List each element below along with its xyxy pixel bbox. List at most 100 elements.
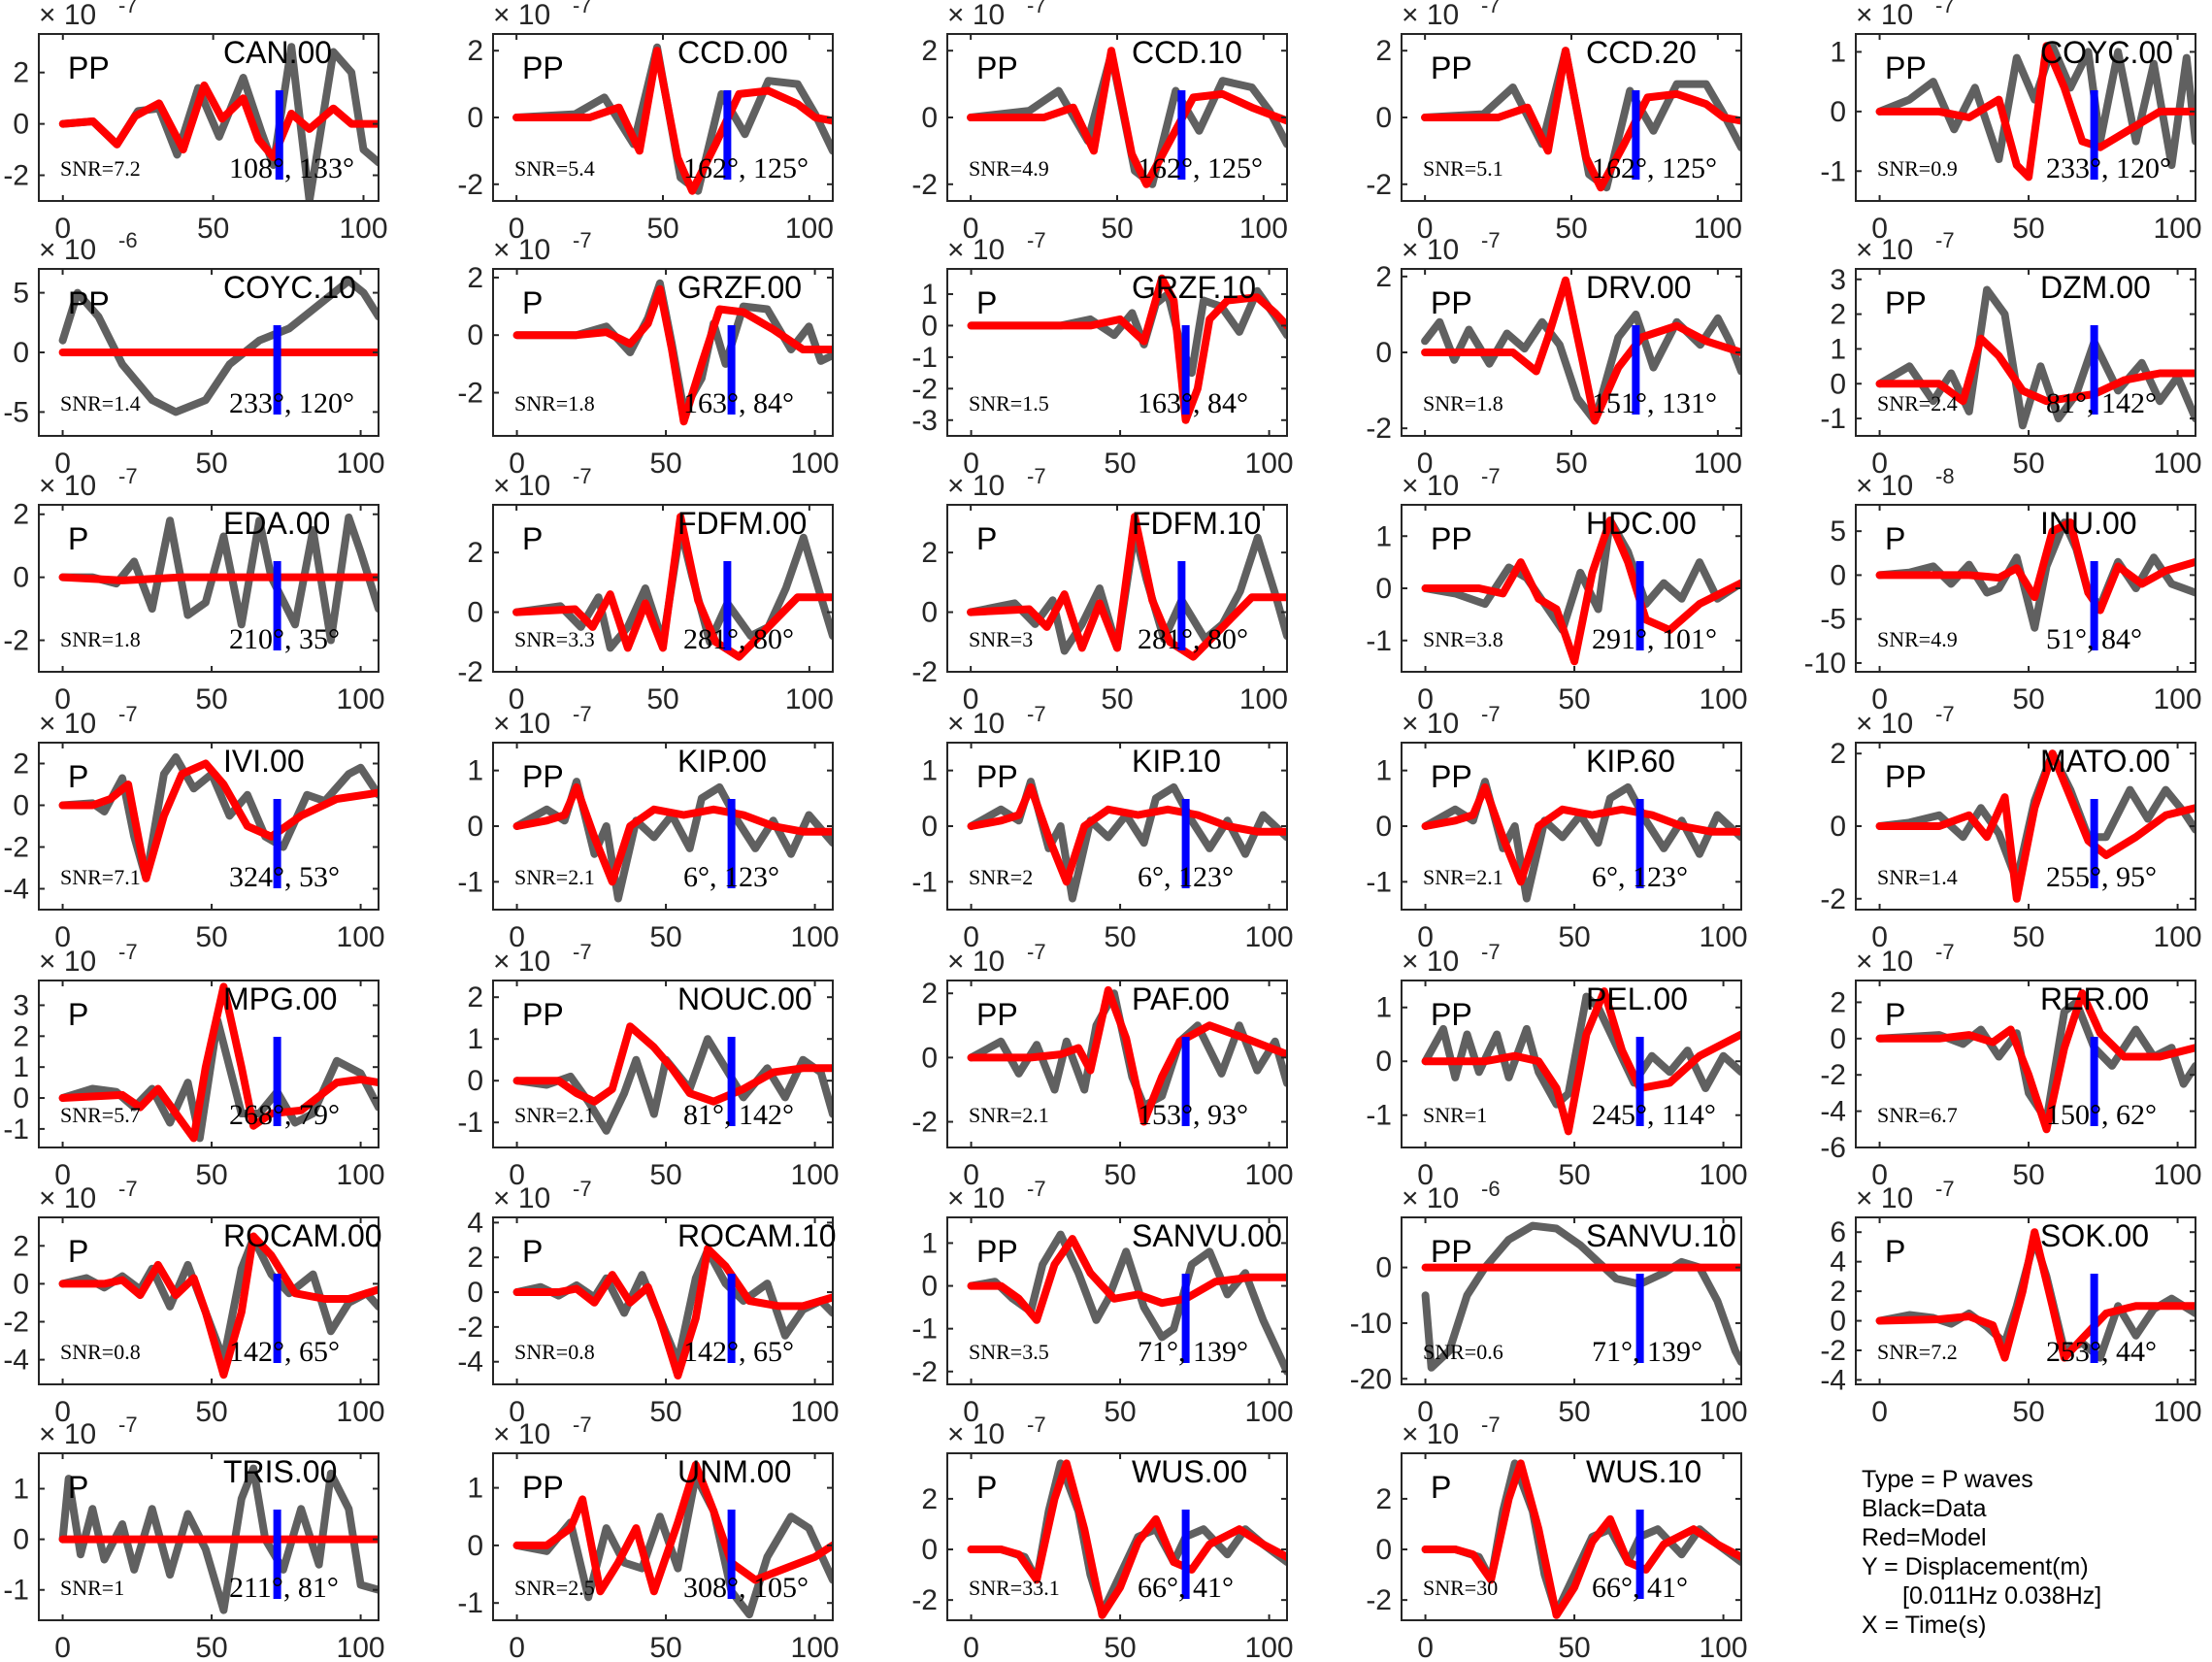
station-label: WUS.00 [1132, 1454, 1247, 1489]
trace-group [967, 778, 1287, 903]
station-label: ROCAM.10 [677, 1218, 837, 1253]
exponent-label: × 10 [1402, 1182, 1459, 1214]
x-tick-label: 50 [195, 1159, 227, 1191]
station-label: FDFM.00 [677, 506, 807, 541]
legend-band-line: [0.011Hz 0.038Hz] [1902, 1582, 2101, 1610]
snr-label: SNR=2.1 [1423, 865, 1503, 889]
waveform-panel: 0 50 100 -2 0 2 × 10 -7 PP PAF.00 SNR=2.1 153°, 93° [911, 940, 1293, 1191]
x-tick-label: 100 [1245, 921, 1294, 953]
trace-group [512, 1460, 833, 1619]
x-tick-label: 0 [1871, 1396, 1888, 1428]
model-trace [1875, 749, 2195, 903]
model-trace [58, 759, 379, 882]
y-tick-label: 0 [467, 811, 483, 843]
x-tick-label: 100 [1245, 1396, 1294, 1428]
exponent-label: × 10 [947, 946, 1005, 978]
station-label: KIP.60 [1586, 744, 1675, 779]
model-trace [1421, 47, 1741, 192]
x-tick-label: 0 [509, 921, 525, 953]
y-tick-label: 4 [1830, 1246, 1846, 1279]
y-tick-label: -6 [1820, 1132, 1846, 1164]
station-label: GRZF.00 [677, 270, 802, 305]
angles-label: 71°, 139° [1138, 1336, 1248, 1368]
model-trace [1421, 276, 1741, 425]
axes-frame [1401, 1216, 1742, 1385]
y-tick-label: -4 [1820, 1096, 1846, 1128]
x-tick-label: 0 [509, 1632, 525, 1662]
trace-group [1875, 989, 2195, 1134]
angles-label: 233°, 120° [2046, 152, 2171, 184]
y-tick-label: 0 [1375, 337, 1392, 369]
x-tick-label: 0 [509, 1396, 525, 1428]
exponent-value: -7 [1935, 702, 1955, 726]
exponent-value: -7 [118, 464, 138, 488]
exponent-value: -6 [1481, 1177, 1501, 1201]
station-label: MPG.00 [223, 981, 337, 1016]
exponent-label: × 10 [1402, 946, 1459, 978]
model-trace [58, 573, 379, 584]
x-tick-label: 100 [2154, 921, 2202, 953]
station-label: CCD.10 [1132, 35, 1242, 70]
exponent-value: -7 [1481, 702, 1501, 726]
x-tick-label: 50 [1558, 921, 1590, 953]
station-label: PEL.00 [1586, 981, 1688, 1016]
angles-label: 281°, 80° [683, 623, 794, 655]
model-trace [1875, 334, 2195, 406]
exponent-label: × 10 [493, 234, 550, 266]
waveform-panel: 0 50 100 -2 0 2 × 10 -7 P GRZF.00 SNR=1.8 163°, 84° [457, 228, 839, 480]
angles-label: 162°, 125° [1592, 152, 1717, 184]
y-tick-label: 2 [467, 537, 483, 569]
y-tick-label: 2 [467, 35, 483, 67]
y-tick-label: 1 [1375, 755, 1392, 787]
station-label: COYC.10 [223, 270, 356, 305]
y-tick-label: 0 [1830, 368, 1846, 400]
phase-label: P [68, 759, 88, 794]
exponent-label: × 10 [1856, 0, 1913, 31]
x-tick-label: 0 [1417, 448, 1434, 480]
x-tick-label: 50 [1104, 1159, 1136, 1191]
y-tick-label: 0 [467, 102, 483, 134]
x-tick-label: 100 [1700, 683, 1748, 715]
phase-label: P [1885, 997, 1905, 1032]
exponent-label: × 10 [947, 1182, 1005, 1214]
angles-label: 150°, 62° [2046, 1099, 2157, 1131]
exponent-value: -7 [1027, 1177, 1046, 1201]
x-tick-label: 50 [646, 683, 678, 715]
trace-group [967, 985, 1287, 1126]
angles-label: 6°, 123° [1592, 861, 1688, 893]
phase-label: P [1885, 521, 1905, 556]
snr-label: SNR=2.4 [1877, 391, 1958, 416]
trace-group [512, 279, 833, 426]
y-tick-label: 0 [13, 109, 29, 141]
x-tick-label: 100 [785, 213, 834, 245]
exponent-label: × 10 [1856, 946, 1913, 978]
waveform-panel: 0 50 100 -2 0 2 × 10 -7 P WUS.00 SNR=33.1 66°, 41° [911, 1413, 1293, 1662]
phase-label: PP [1431, 1234, 1472, 1269]
exponent-value: -7 [1481, 1413, 1501, 1437]
trace-group [512, 1245, 833, 1379]
y-tick-label: 6 [1830, 1216, 1846, 1248]
exponent-label: × 10 [1856, 234, 1913, 266]
station-label: RER.00 [2040, 981, 2149, 1016]
trace-group [967, 1459, 1287, 1619]
trace-group [1875, 518, 2195, 632]
y-tick-label: -1 [1366, 866, 1392, 898]
station-label: TRIS.00 [223, 1454, 337, 1489]
exponent-value: -7 [118, 702, 138, 726]
phase-label: PP [68, 50, 110, 85]
y-tick-label: 1 [921, 755, 938, 787]
angles-label: 66°, 41° [1138, 1572, 1234, 1604]
x-tick-label: 100 [337, 1396, 385, 1428]
exponent-label: × 10 [947, 470, 1005, 502]
x-tick-label: 0 [54, 921, 71, 953]
x-tick-label: 0 [509, 448, 525, 480]
trace-group [967, 274, 1287, 424]
snr-label: SNR=0.9 [1877, 156, 1958, 181]
y-tick-label: 2 [1830, 299, 1846, 331]
y-tick-label: -1 [911, 1313, 938, 1346]
legend-y-line: Y = Displacement(m) [1862, 1553, 2089, 1580]
axes-frame [1855, 268, 2196, 437]
exponent-value: -7 [1935, 0, 1955, 17]
station-label: KIP.00 [677, 744, 767, 779]
